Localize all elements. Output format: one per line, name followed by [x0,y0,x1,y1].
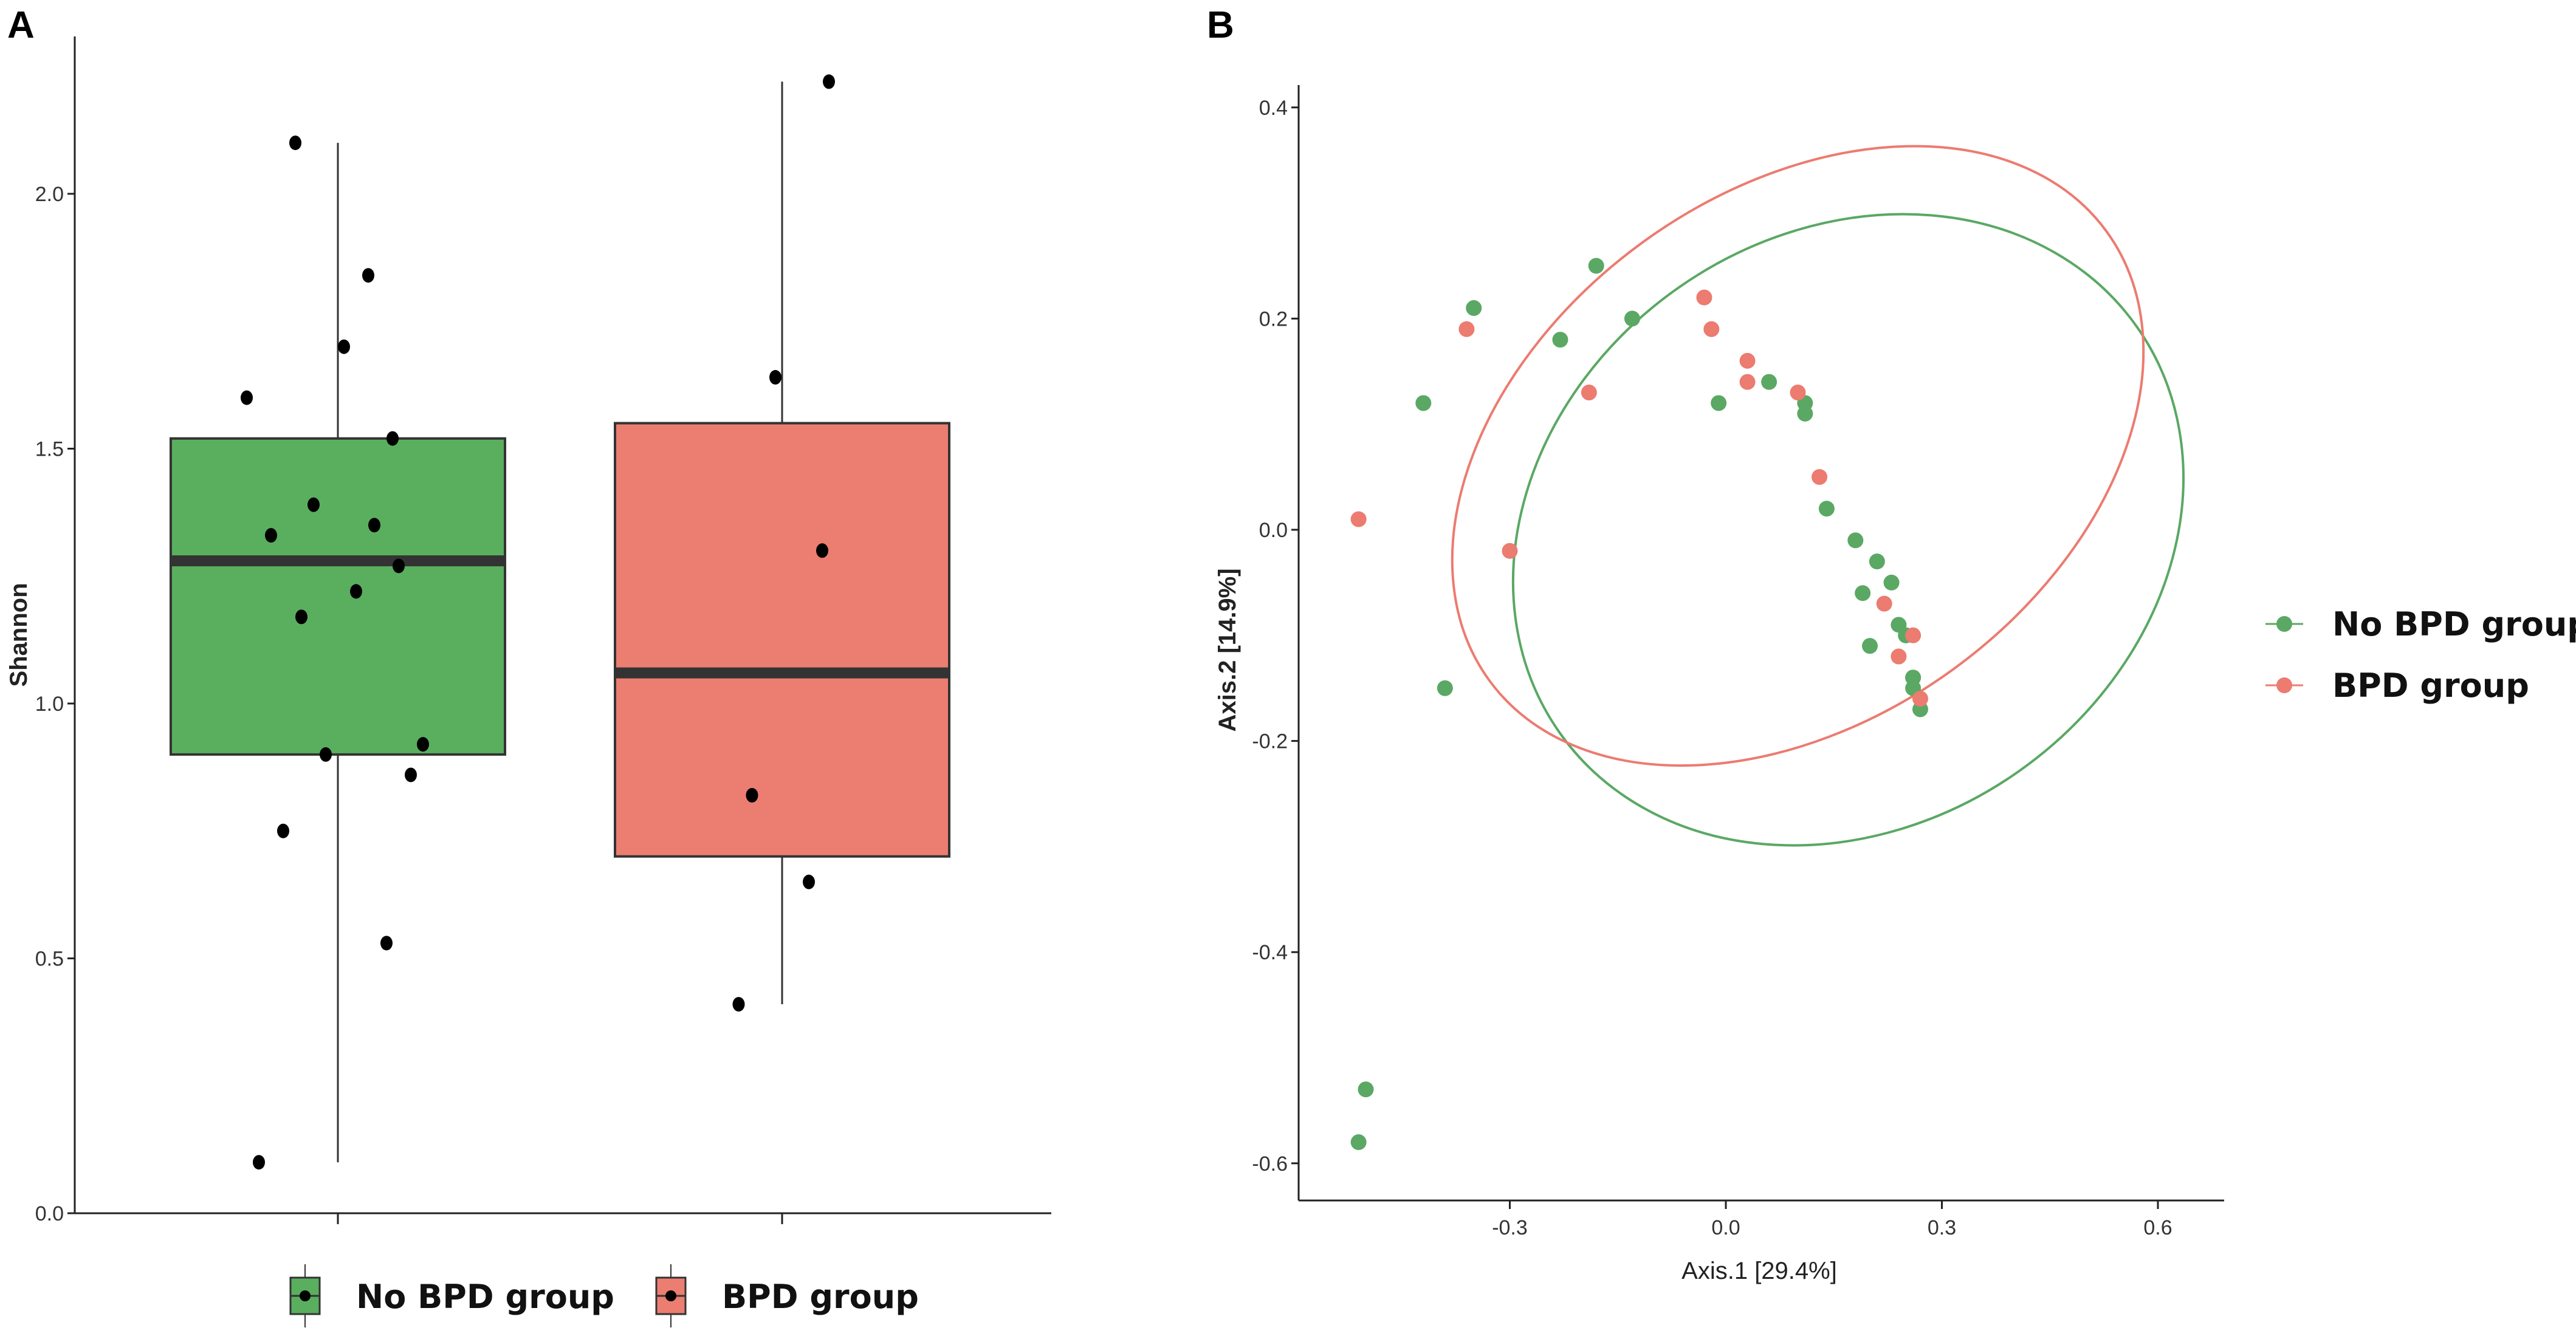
panel-b-ticks: -0.6 -0.4 -0.2 0.0 0.2 0.4 -0.3 0.0 0.3 0.6 [1252,97,2172,1239]
y-tick-label: -0.4 [1252,941,1288,964]
scatter-point-no-bpd [1415,395,1432,411]
data-point-no-bpd [417,737,429,752]
scatter-point-no-bpd [1624,310,1640,327]
legend-point-no-bpd [300,1290,311,1301]
data-point-no-bpd [362,268,374,283]
scatter-point-no-bpd [1437,680,1453,696]
data-point-no-bpd [253,1155,265,1170]
data-point-no-bpd [405,767,417,783]
y-tick-label: -0.2 [1252,730,1288,753]
data-point-no-bpd [338,339,350,354]
scatter-point-no-bpd [1883,574,1900,591]
legend-label-no-bpd: No BPD group [356,1278,614,1316]
box-no-bpd [170,437,506,756]
panel-a-boxes [170,81,950,1163]
scatter-point-no-bpd [1855,585,1871,601]
scatter-point-bpd [1905,627,1922,643]
y-tick-label: -0.6 [1252,1152,1288,1176]
panel-a-y-axis-title: Shannon [5,583,32,687]
y-tick-label: 0.2 [1259,307,1288,330]
data-point-no-bpd [295,609,307,625]
data-point-no-bpd [386,431,399,446]
data-point-no-bpd [350,584,362,599]
confidence-ellipse-no-bpd [1511,213,2185,847]
x-tick-label: 0.3 [1928,1216,1956,1239]
scatter-point-no-bpd [1862,638,1878,654]
data-point-bpd [823,74,835,89]
y-tick-label: 0.0 [35,1202,64,1225]
data-point-no-bpd [320,747,332,762]
x-tick-label: -0.3 [1492,1216,1528,1239]
scatter-point-bpd [1739,352,1756,369]
scatter-point-no-bpd [1466,300,1482,317]
panel-a-legend: No BPD group BPD group [289,1264,919,1327]
x-tick-label: 0.0 [1711,1216,1740,1239]
scatter-point-bpd [1912,691,1928,707]
legend-point-bpd [665,1290,676,1301]
scatter-point-no-bpd [1350,1134,1367,1151]
scatter-point-no-bpd [1847,532,1864,549]
scatter-point-bpd [1703,321,1720,337]
legend-point-no-bpd [2276,616,2292,632]
scatter-point-bpd [1876,595,1892,612]
scatter-point-bpd [1812,469,1828,485]
scatter-point-no-bpd [1797,405,1813,422]
scatter-point-no-bpd [1869,553,1885,570]
y-tick-label: 1.5 [35,438,64,461]
panel-b-points [1350,258,1928,1151]
panel-a-axes [74,36,1051,1224]
y-tick-label: 2.0 [35,183,64,206]
scatter-point-no-bpd [1818,501,1835,517]
legend-label-no-bpd: No BPD group [2332,605,2576,643]
y-tick-label: 1.0 [35,693,64,716]
panel-b-y-axis-title: Axis.2 [14.9%] [1214,568,1241,731]
x-tick-label: 0.6 [2143,1216,2172,1239]
y-tick-label: 0.0 [1259,519,1288,542]
data-point-no-bpd [289,135,301,151]
scatter-point-bpd [1581,385,1597,401]
legend-label-bpd: BPD group [2332,666,2529,705]
panel-a-ticks: 0.0 0.5 1.0 1.5 2.0 [35,183,75,1225]
y-tick-label: 0.4 [1259,97,1288,120]
scatter-point-bpd [1458,321,1475,337]
box-bpd [614,422,950,858]
data-point-no-bpd [307,497,320,512]
scatter-point-bpd [1790,385,1806,401]
y-tick-label: 0.5 [35,948,64,971]
scatter-point-bpd [1350,511,1367,527]
panel-b-axes [1297,85,2224,1202]
panel-b-legend: No BPD group BPD group [2265,605,2576,705]
scatter-point-no-bpd [1711,395,1727,411]
scatter-point-no-bpd [1588,258,1604,274]
data-point-no-bpd [393,558,405,574]
legend-point-bpd [2276,677,2292,693]
scatter-point-no-bpd [1358,1081,1374,1098]
data-point-bpd [769,370,781,385]
data-point-no-bpd [265,528,277,543]
panel-a-points [241,74,835,1170]
data-point-bpd [816,543,828,558]
data-point-no-bpd [368,518,380,533]
data-point-no-bpd [241,390,253,405]
panel-a-letter: A [7,4,35,46]
panel-b-x-axis-title: Axis.1 [29.4%] [1681,1258,1837,1284]
data-point-no-bpd [277,823,289,838]
scatter-point-no-bpd [1552,332,1568,348]
panel-b: B -0.6 -0.4 -0.2 0.0 0.2 0.4 -0.3 0.0 0.3 0.6 Axi… [1207,4,2576,1284]
scatter-point-bpd [1739,374,1756,390]
data-point-no-bpd [380,936,393,951]
panel-a: A 0.0 0.5 1.0 1.5 2.0 Shannon No BPD group BP… [5,4,1051,1327]
panel-b-ellipses [1451,145,2185,847]
scatter-point-no-bpd [1761,374,1777,390]
data-point-bpd [732,997,745,1012]
confidence-ellipse-bpd [1451,145,2145,767]
scatter-point-bpd [1502,543,1518,559]
data-point-bpd [803,874,815,889]
panel-b-letter: B [1207,4,1234,46]
scatter-point-bpd [1696,289,1712,306]
legend-label-bpd: BPD group [722,1278,919,1316]
scatter-point-bpd [1891,648,1907,665]
data-point-bpd [746,788,758,803]
